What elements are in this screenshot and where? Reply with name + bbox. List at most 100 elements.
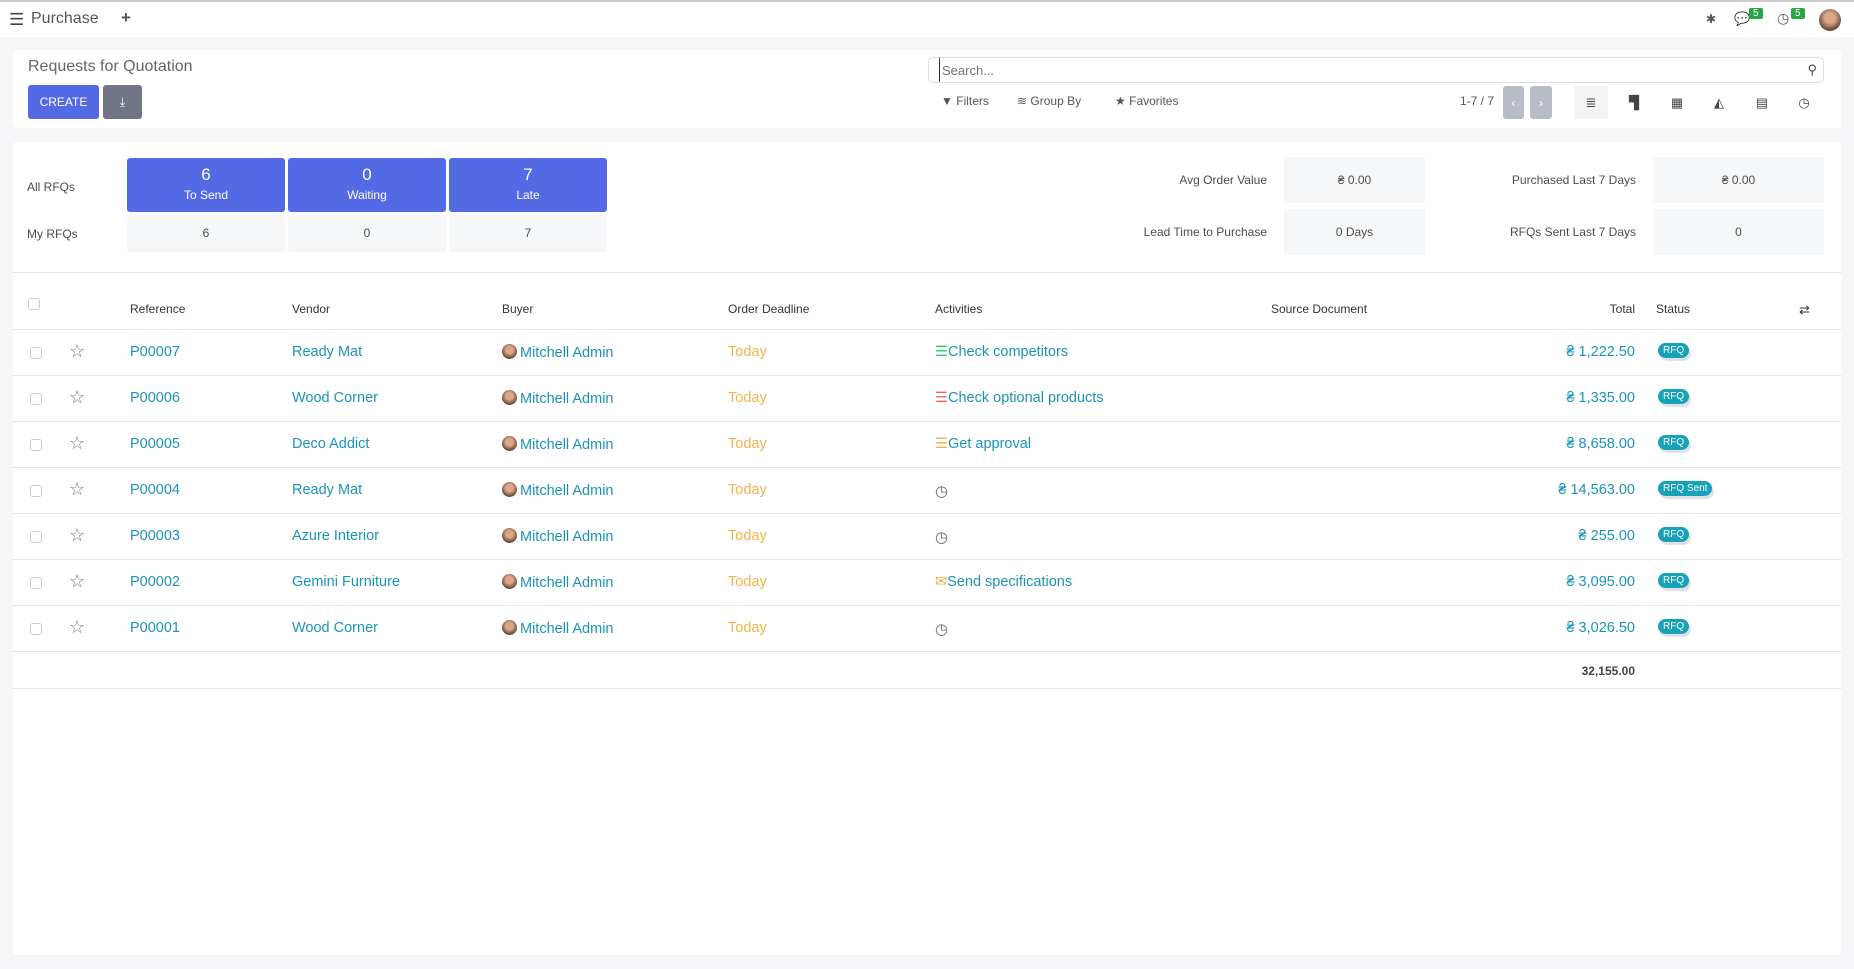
list-view-button[interactable]: ≣ xyxy=(1574,86,1608,119)
clock-icon[interactable]: ◷ xyxy=(935,621,949,638)
groupby-button[interactable]: ≋ Group By xyxy=(1017,94,1081,108)
buyer[interactable]: Mitchell Admin xyxy=(502,574,613,591)
reference[interactable]: P00002 xyxy=(130,574,180,590)
activity[interactable]: ◷ xyxy=(935,482,948,500)
vendor[interactable]: Ready Mat xyxy=(292,482,363,498)
my-rfqs-count[interactable]: 7 xyxy=(449,214,607,252)
create-button[interactable]: CREATE xyxy=(28,85,99,119)
activity[interactable]: ◷ xyxy=(935,528,948,546)
user-avatar[interactable] xyxy=(1819,9,1841,31)
favorites-label: Favorites xyxy=(1129,94,1179,108)
vendor[interactable]: Azure Interior xyxy=(292,528,380,544)
reference[interactable]: P00003 xyxy=(130,528,180,544)
bug-icon[interactable]: ✱ xyxy=(1706,12,1717,26)
kanban-view-button[interactable]: ▜ xyxy=(1617,86,1651,119)
plus-icon[interactable]: + xyxy=(121,8,131,27)
vendor[interactable]: Ready Mat xyxy=(292,344,363,360)
star-icon[interactable]: ☆ xyxy=(69,617,86,637)
row-checkbox[interactable] xyxy=(30,531,42,543)
kpi-value[interactable]: ₴ 0.00 xyxy=(1284,157,1425,203)
row-checkbox[interactable] xyxy=(30,347,42,359)
pager-value[interactable]: 1-7 / 7 xyxy=(1460,94,1495,108)
activity[interactable]: ◷ xyxy=(935,620,948,638)
buyer[interactable]: Mitchell Admin xyxy=(502,390,613,407)
buyer[interactable]: Mitchell Admin xyxy=(502,528,613,545)
pager-previous-button[interactable]: ‹ xyxy=(1503,86,1524,119)
tile-late[interactable]: 7 Late xyxy=(449,158,607,212)
activity[interactable]: ☰Get approval xyxy=(935,436,1031,452)
header-status[interactable]: Status xyxy=(1656,302,1691,316)
buyer-name: Mitchell Admin xyxy=(520,575,614,591)
header-order-deadline[interactable]: Order Deadline xyxy=(728,302,810,316)
table-row[interactable]: ☆ P00001 Wood Corner Mitchell Admin Toda… xyxy=(13,605,1841,651)
header-total[interactable]: Total xyxy=(1609,302,1635,316)
favorites-button[interactable]: ★ Favorites xyxy=(1115,94,1178,108)
pager-next-button[interactable]: › xyxy=(1530,86,1552,119)
reference[interactable]: P00005 xyxy=(130,436,180,452)
row-checkbox[interactable] xyxy=(30,439,42,451)
search-box[interactable]: ⚲ xyxy=(928,57,1824,83)
search-input[interactable] xyxy=(939,58,1789,82)
clock-icon[interactable]: ◷ xyxy=(935,483,949,500)
star-icon[interactable]: ☆ xyxy=(69,525,86,545)
header-activities[interactable]: Activities xyxy=(935,302,983,316)
tile-waiting[interactable]: 0 Waiting xyxy=(288,158,446,212)
optional-columns-icon[interactable]: ⇄ xyxy=(1799,302,1810,317)
row-checkbox[interactable] xyxy=(30,577,42,589)
star-icon[interactable]: ☆ xyxy=(69,479,86,499)
table-row[interactable]: ☆ P00002 Gemini Furniture Mitchell Admin… xyxy=(13,559,1841,605)
download-button[interactable]: ⤓ xyxy=(103,85,142,119)
select-all-checkbox[interactable] xyxy=(28,298,40,310)
vendor[interactable]: Wood Corner xyxy=(292,390,378,406)
table-row[interactable]: ☆ P00007 Ready Mat Mitchell Admin Today … xyxy=(13,329,1841,375)
table-row[interactable]: ☆ P00006 Wood Corner Mitchell Admin Toda… xyxy=(13,375,1841,421)
calendar-view-button[interactable]: ▤ xyxy=(1745,86,1779,119)
table-row[interactable]: ☆ P00004 Ready Mat Mitchell Admin Today … xyxy=(13,467,1841,513)
filters-button[interactable]: ▼ Filters xyxy=(941,94,989,108)
reference[interactable]: P00001 xyxy=(130,620,180,636)
my-rfqs-count[interactable]: 6 xyxy=(127,214,285,252)
kpi-value[interactable]: 0 xyxy=(1653,209,1824,255)
header-source-document[interactable]: Source Document xyxy=(1271,302,1368,316)
table-row[interactable]: ☆ P00003 Azure Interior Mitchell Admin T… xyxy=(13,513,1841,559)
kpi-value[interactable]: 0 Days xyxy=(1284,209,1425,255)
star-icon[interactable]: ☆ xyxy=(69,433,86,453)
clock-icon[interactable]: ◷ xyxy=(935,529,949,546)
buyer[interactable]: Mitchell Admin xyxy=(502,620,613,637)
star-icon[interactable]: ☆ xyxy=(69,387,86,407)
header-buyer[interactable]: Buyer xyxy=(502,302,534,316)
vendor[interactable]: Deco Addict xyxy=(292,436,370,452)
activity-view-button[interactable]: ◷ xyxy=(1787,86,1821,119)
buyer[interactable]: Mitchell Admin xyxy=(502,482,613,499)
search-icon[interactable]: ⚲ xyxy=(1807,62,1817,77)
reference[interactable]: P00006 xyxy=(130,390,180,406)
reference[interactable]: P00004 xyxy=(130,482,180,498)
buyer[interactable]: Mitchell Admin xyxy=(502,344,613,361)
activity[interactable]: ☰Check competitors xyxy=(935,344,1068,360)
kpi-value[interactable]: ₴ 0.00 xyxy=(1653,157,1824,203)
graph-view-button[interactable]: ◭ xyxy=(1702,86,1736,119)
order-deadline: Today xyxy=(728,482,767,498)
all-rfqs-label: All RFQs xyxy=(27,180,75,194)
buyer[interactable]: Mitchell Admin xyxy=(502,436,613,453)
tile-to-send[interactable]: 6 To Send xyxy=(127,158,285,212)
vendor[interactable]: Wood Corner xyxy=(292,620,378,636)
star-icon[interactable]: ☆ xyxy=(69,341,86,361)
my-rfqs-count[interactable]: 0 xyxy=(288,214,446,252)
clock-icon[interactable]: ◷ xyxy=(1777,10,1790,26)
row-checkbox[interactable] xyxy=(30,393,42,405)
chat-icon[interactable]: 💬 xyxy=(1734,11,1751,26)
row-checkbox[interactable] xyxy=(30,485,42,497)
vendor[interactable]: Gemini Furniture xyxy=(292,574,400,590)
activity[interactable]: ☰Check optional products xyxy=(935,390,1104,406)
header-vendor[interactable]: Vendor xyxy=(292,302,331,316)
kpi-label: RFQs Sent Last 7 Days xyxy=(1509,225,1636,239)
pivot-view-button[interactable]: ▦ xyxy=(1660,86,1694,119)
activity[interactable]: ✉Send specifications xyxy=(935,574,1072,590)
row-checkbox[interactable] xyxy=(30,623,42,635)
star-icon[interactable]: ☆ xyxy=(69,571,86,591)
reference[interactable]: P00007 xyxy=(130,344,180,360)
header-reference[interactable]: Reference xyxy=(130,302,186,316)
table-row[interactable]: ☆ P00005 Deco Addict Mitchell Admin Toda… xyxy=(13,421,1841,467)
menu-icon[interactable]: ☰ xyxy=(9,10,25,29)
